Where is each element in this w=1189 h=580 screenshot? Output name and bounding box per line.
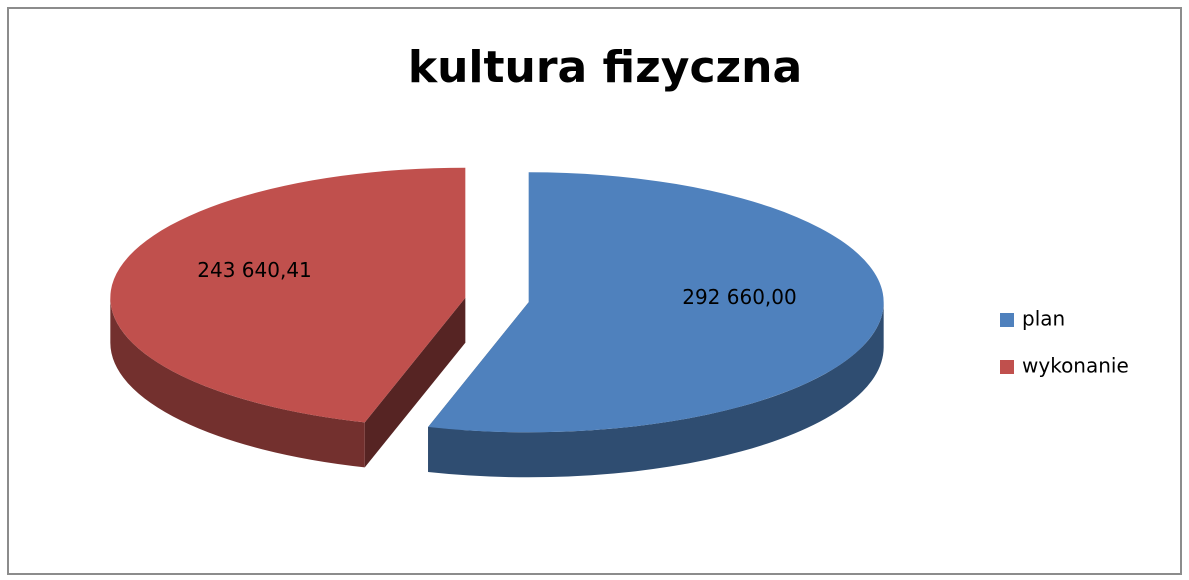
pie-slice [110, 167, 466, 423]
pie-slice [428, 172, 884, 433]
legend-swatch [1000, 360, 1014, 374]
slice-side [428, 302, 884, 478]
legend-swatch [1000, 313, 1014, 327]
slice-wall [364, 297, 466, 468]
slice-side [110, 297, 365, 468]
legend-label: plan [1022, 307, 1065, 331]
data-label: 243 640,41 [197, 258, 312, 282]
data-label: 292 660,00 [682, 285, 797, 309]
legend-label: wykonanie [1022, 354, 1129, 378]
chart-title: kultura fizyczna [408, 42, 802, 93]
